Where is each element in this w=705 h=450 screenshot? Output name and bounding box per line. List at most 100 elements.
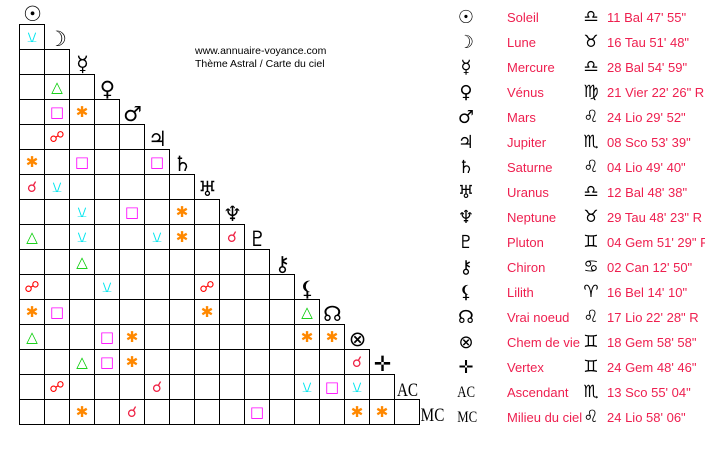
aspect-cell: □︎ — [69, 149, 95, 175]
aspect-cell: ✱︎ — [69, 99, 95, 125]
aspect-cell — [119, 249, 145, 275]
midheaven-icon: MC — [457, 409, 478, 426]
conjunction-icon: ☌︎ — [26, 177, 38, 196]
aspect-cell — [269, 274, 295, 300]
midheaven-icon: MC — [420, 405, 445, 426]
opposition-icon: ☍︎ — [49, 377, 65, 396]
leo-icon: ♌︎ — [582, 405, 600, 430]
planet-row: AC Ascendant 13 Sco 55' 04" ♏︎ — [455, 380, 705, 405]
trine-icon: △︎ — [51, 77, 63, 96]
taurus-icon: ♉︎ — [582, 30, 600, 55]
planet-name: Chiron — [507, 260, 546, 275]
sun-icon: ☉︎ — [457, 7, 475, 28]
aspect-cell — [94, 224, 120, 250]
aspect-cell — [144, 199, 170, 225]
aspect-cell: □︎ — [144, 149, 170, 175]
aspect-cell — [69, 74, 95, 100]
aspect-cell — [94, 99, 120, 125]
planet-position: 17 Lio 22' 28" R — [607, 310, 699, 325]
aspect-cell: ☍︎ — [194, 274, 220, 300]
aspect-cell — [94, 124, 120, 150]
saturn-icon: ♄︎ — [457, 157, 475, 178]
leo-icon: ♌︎ — [582, 105, 600, 130]
pluto-icon: ♇︎ — [248, 227, 267, 251]
aspect-cell — [119, 224, 145, 250]
aspect-cell — [69, 324, 95, 350]
aspect-cell: ☌︎ — [219, 224, 245, 250]
jupiter-icon: ♃︎ — [148, 127, 167, 151]
aspect-cell — [44, 249, 70, 275]
scorpio-icon: ♏︎ — [582, 130, 600, 155]
aspect-cell — [119, 124, 145, 150]
aspect-cell — [194, 374, 220, 400]
conjunction-icon: ☌︎ — [226, 227, 238, 246]
libra-icon: ♎︎ — [582, 55, 600, 80]
aspect-cell — [219, 299, 245, 325]
gemini-icon: ♊︎ — [582, 330, 600, 355]
sextile-icon: ✱︎ — [375, 402, 389, 421]
aspect-cell — [244, 299, 270, 325]
conjunction-icon: ☌︎ — [351, 352, 363, 371]
pluto-icon: ♇︎ — [457, 232, 475, 253]
planet-position: 02 Can 12' 50" — [607, 260, 693, 275]
aspect-cell — [244, 374, 270, 400]
neptune-icon: ♆︎ — [223, 202, 242, 226]
planet-row: ⊗︎ Chem de vie 18 Gem 58' 58" ♊︎ — [455, 330, 705, 355]
aspect-cell — [94, 199, 120, 225]
aspect-cell — [119, 274, 145, 300]
aspect-cell: □︎ — [44, 99, 70, 125]
aspect-cell — [169, 274, 195, 300]
aspect-cell: △︎ — [19, 224, 45, 250]
aspect-cell: △︎ — [69, 349, 95, 375]
trine-icon: △︎ — [26, 227, 38, 246]
aspect-cell — [94, 149, 120, 175]
planet-name: Lilith — [507, 285, 534, 300]
chart-subtitle: Thème Astral / Carte du ciel — [195, 58, 325, 70]
trine-icon: △︎ — [26, 327, 38, 346]
aspect-cell — [69, 174, 95, 200]
aspect-cell: ✱︎ — [169, 224, 195, 250]
aspect-cell: ☍︎ — [44, 374, 70, 400]
aspect-cell — [69, 124, 95, 150]
mars-icon: ♂︎ — [457, 107, 475, 128]
planet-row: ♂︎ Mars 24 Lio 29' 52" ♌︎ — [455, 105, 705, 130]
opposition-icon: ☍︎ — [199, 277, 215, 296]
part-of-fortune-icon: ⊗︎ — [348, 327, 367, 351]
aspect-cell — [19, 349, 45, 375]
aspect-cell — [194, 249, 220, 275]
square-icon: □︎ — [49, 302, 65, 321]
aspect-cell — [144, 174, 170, 200]
planet-position: 16 Tau 51' 48" — [607, 35, 690, 50]
planet-name: Ascendant — [507, 385, 569, 400]
mars-icon: ♂︎ — [123, 102, 142, 126]
ascendant-icon: AC — [457, 384, 475, 401]
aspect-cell: ⚺︎ — [69, 224, 95, 250]
aspect-cell — [169, 374, 195, 400]
planet-row: ♃︎ Jupiter 08 Sco 53' 39" ♏︎ — [455, 130, 705, 155]
semi-sextile-icon: ⚺︎ — [52, 177, 62, 196]
aspect-cell: ⚺︎ — [69, 199, 95, 225]
aspect-cell: ⚺︎ — [94, 274, 120, 300]
uranus-icon: ♅︎ — [198, 177, 217, 201]
aspect-cell: □︎ — [119, 199, 145, 225]
planet-row: ♇︎ Pluton 04 Gem 51' 29" R ♊︎ — [455, 230, 705, 255]
chiron-icon: ⚷︎ — [459, 257, 473, 278]
aspect-cell — [169, 399, 195, 425]
semi-sextile-icon: ⚺︎ — [77, 202, 87, 221]
aspect-cell: ☌︎ — [119, 399, 145, 425]
sextile-icon: ✱︎ — [25, 302, 39, 321]
jupiter-icon: ♃︎ — [457, 132, 475, 153]
aspect-cell: ✱︎ — [294, 324, 320, 350]
aspect-cell — [94, 399, 120, 425]
site-url: www.annuaire-voyance.com — [195, 45, 327, 57]
planet-name: Neptune — [507, 210, 557, 225]
aspect-cell — [19, 49, 45, 75]
aspect-cell — [69, 274, 95, 300]
planet-name: Pluton — [507, 235, 544, 250]
venus-icon: ♀︎ — [459, 82, 473, 103]
ascendant-icon: AC — [396, 380, 419, 401]
aspect-cell — [144, 249, 170, 275]
aspect-cell — [44, 224, 70, 250]
scorpio-icon: ♏︎ — [582, 380, 600, 405]
aspect-cell — [269, 299, 295, 325]
